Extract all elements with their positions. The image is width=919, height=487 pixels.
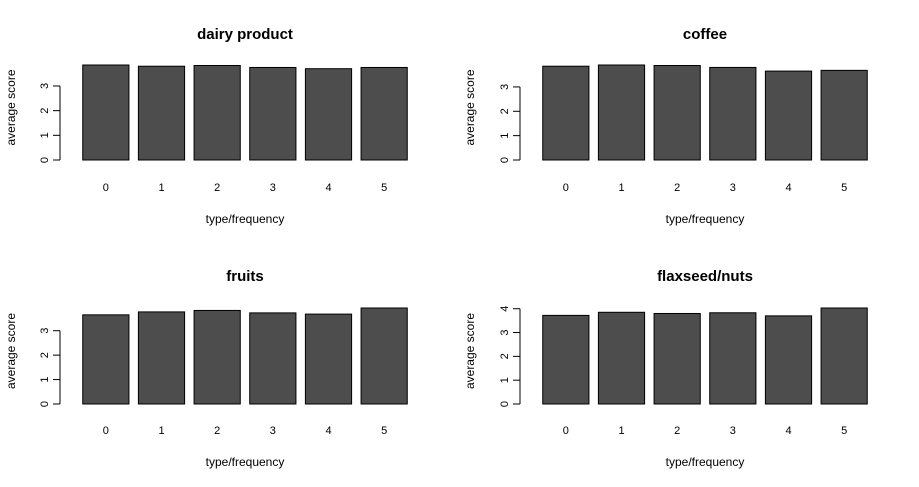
y-tick-label: 0 [39,157,51,163]
y-axis-label: average score [4,69,18,145]
chart-title: dairy product [197,26,293,43]
chart-title: coffee [683,26,727,43]
y-tick-label: 0 [499,157,511,163]
bar [709,66,757,161]
x-tick-label: 0 [563,425,569,437]
bar [820,69,868,161]
bar [820,307,868,405]
bar [360,307,408,405]
x-tick-label: 1 [618,182,624,194]
x-tick-label: 3 [730,182,736,194]
x-tick-label: 0 [103,182,109,194]
bar [249,66,297,161]
x-tick-label: 3 [270,182,276,194]
y-axis-label: average score [4,313,18,389]
y-tick-label: 2 [39,352,51,358]
y-tick-label: 0 [39,401,51,407]
y-tick-label: 3 [39,328,51,334]
bar [653,64,701,161]
x-tick-label: 4 [785,182,791,194]
y-tick-label: 2 [499,108,511,114]
bar [304,313,353,405]
x-tick-label: 1 [158,425,164,437]
bar [82,314,130,405]
x-axis-label: type/frequency [666,212,745,226]
bar [193,64,241,161]
y-tick-label: 2 [39,108,51,114]
chart-title: flaxseed/nuts [657,268,753,285]
bar [304,68,353,161]
chart-panel: coffee 0 1 2 3 4 5 0 1 2 3 type/frequency average sc… [463,26,868,226]
y-tick-label: 2 [499,353,511,359]
x-tick-label: 0 [103,425,109,437]
x-tick-label: 5 [841,182,847,194]
bar [193,309,241,405]
x-tick-label: 1 [158,182,164,194]
y-tick-label: 1 [499,133,511,139]
x-tick-label: 4 [325,425,331,437]
x-tick-label: 1 [618,425,624,437]
chart-panel: fruits 0 1 2 3 4 5 0 1 2 3 type/frequency average sc… [4,268,408,469]
bar [709,312,757,405]
x-tick-label: 2 [674,425,680,437]
bar [764,315,813,405]
x-tick-label: 5 [841,425,847,437]
bar [542,65,590,161]
y-tick-label: 1 [499,377,511,383]
chart-panel: flaxseed/nuts 0 1 2 3 4 5 0 1 2 3 4 type/frequency av… [463,268,868,469]
y-tick-label: 0 [499,401,511,407]
bar [542,314,590,405]
x-tick-label: 2 [214,182,220,194]
x-tick-label: 0 [563,182,569,194]
bar [597,64,646,161]
bar [137,65,186,161]
x-axis-label: type/frequency [206,455,285,469]
x-tick-label: 3 [730,425,736,437]
y-axis-label: average score [463,313,477,389]
bar [360,66,408,161]
y-tick-label: 3 [39,83,51,89]
x-tick-label: 2 [674,182,680,194]
x-axis-label: type/frequency [206,212,285,226]
x-tick-label: 5 [381,182,387,194]
chart-panel: dairy product 0 1 2 3 4 5 0 1 2 3 type/frequency ave… [4,26,408,226]
x-tick-label: 4 [785,425,791,437]
bar [137,311,186,405]
x-tick-label: 4 [325,182,331,194]
chart-title: fruits [226,268,264,285]
x-axis-label: type/frequency [666,455,745,469]
y-axis-label: average score [463,69,477,145]
x-tick-label: 2 [214,425,220,437]
y-tick-label: 1 [39,377,51,383]
bar [653,312,701,405]
x-tick-label: 3 [270,425,276,437]
bar [597,311,646,405]
y-tick-label: 3 [499,84,511,90]
bar [249,312,297,405]
x-tick-label: 5 [381,425,387,437]
bar [82,64,130,161]
y-tick-label: 4 [499,306,511,312]
y-tick-label: 3 [499,329,511,335]
bar [764,70,813,161]
y-tick-label: 1 [39,132,51,138]
